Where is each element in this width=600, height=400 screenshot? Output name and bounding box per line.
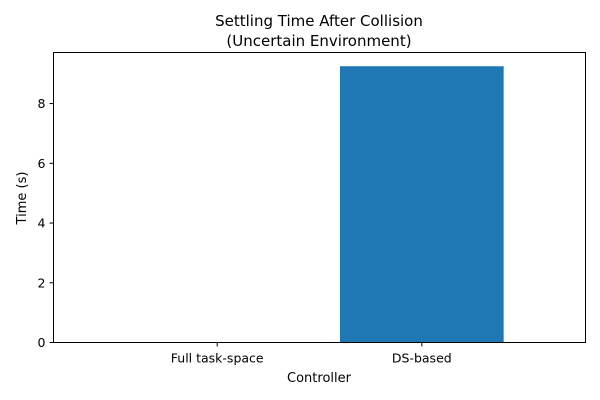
chart-title: Settling Time After Collision (Uncertain… [215, 12, 423, 50]
chart-title-line-2: (Uncertain Environment) [226, 32, 411, 50]
bar-ds-based [339, 66, 504, 343]
y-tick-label: 4 [38, 216, 46, 231]
y-axis-label: Time (s) [15, 172, 30, 226]
y-tick-label: 0 [38, 335, 46, 350]
bars-layer [339, 66, 504, 343]
y-tick-label: 2 [38, 275, 46, 290]
x-axis-label: Controller [287, 371, 352, 386]
x-tick-label: Full task-space [171, 351, 264, 366]
y-axis: 0 2 4 6 8 [38, 96, 54, 350]
y-tick-label: 6 [38, 156, 46, 171]
chart-title-line-1: Settling Time After Collision [215, 12, 423, 30]
x-axis: Full task-space DS-based [171, 342, 452, 366]
x-tick-label: DS-based [392, 351, 452, 366]
plot-frame [53, 52, 586, 343]
y-tick-label: 8 [38, 96, 46, 111]
